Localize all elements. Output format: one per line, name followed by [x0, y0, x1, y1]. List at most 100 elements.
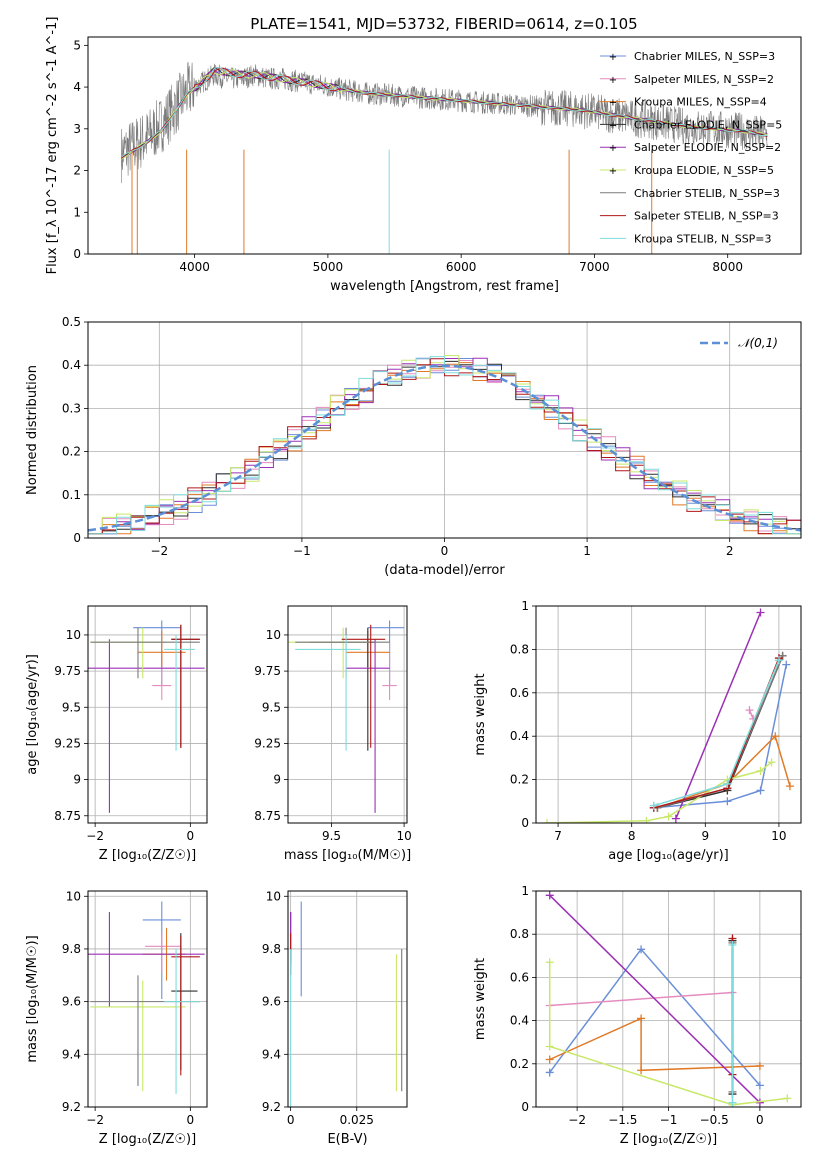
- series-line: [653, 657, 780, 809]
- y-tick-label: 0: [521, 816, 529, 830]
- legend-label: Salpeter ELODIE, N_SSP=2: [634, 141, 781, 154]
- mass_vs_Z-panel: −2 0 9.2 9.4 9.6 9.8 10 Z [log₁₀(Z/Z☉)] mass [lo…: [25, 889, 208, 1147]
- x-axis-label: (data-model)/error: [384, 563, 505, 578]
- x-tick-label: 6000: [446, 260, 477, 274]
- plot-area: [88, 606, 207, 823]
- legend-label: Chabrier MILES, N_SSP=3: [634, 50, 775, 63]
- x-tick-label: 0: [756, 1113, 764, 1127]
- x-tick-label: 1: [583, 544, 591, 558]
- y-axis-label: mass weight: [473, 958, 488, 1040]
- legend-label: Kroupa ELODIE, N_SSP=5: [634, 164, 774, 177]
- series-marker: [755, 1081, 764, 1090]
- axes-frame: [287, 605, 408, 824]
- mass_vs_ebv-panel: 0 0.025 9.2 9.4 9.6 9.8 10 E(B-V): [262, 889, 408, 1147]
- legend-label: Kroupa STELIB, N_SSP=3: [634, 232, 772, 245]
- plot-area: [120, 62, 768, 254]
- legend-marker: +: [609, 52, 617, 63]
- legend-marker: +: [609, 166, 617, 177]
- x-tick-label: −2: [86, 1113, 104, 1127]
- series-marker: [637, 1066, 646, 1075]
- axes-frame: [535, 890, 802, 1108]
- legend-marker: +: [609, 143, 617, 154]
- plot-area: [288, 891, 407, 1107]
- legend-marker: +: [609, 98, 617, 109]
- legend-label: 𝒩(0,1): [738, 336, 778, 350]
- series-line: [549, 948, 761, 1086]
- y-tick-label: 0.8: [510, 927, 529, 941]
- series-line: [549, 1017, 760, 1072]
- y-axis-label: age [log₁₀(age/yr)]: [25, 654, 40, 775]
- legend-label: Salpeter MILES, N_SSP=2: [634, 73, 774, 86]
- normal-curve: [88, 364, 801, 532]
- series-line: [549, 991, 733, 1007]
- y-tick-label: 0.4: [62, 358, 81, 372]
- series-marker: [649, 801, 658, 810]
- y-tick-label: 9.25: [54, 736, 81, 750]
- y-tick-label: 1: [521, 884, 529, 898]
- x-axis-label: mass [log₁₀(M/M☉)]: [284, 848, 411, 863]
- y-tick-label: 0.4: [510, 729, 529, 743]
- spectrum-panel: 4000 5000 6000 7000 8000 0 1 2 3 4 5 wavelength [An…: [45, 17, 802, 294]
- y-tick-label: 0: [73, 531, 81, 545]
- y-tick-label: 1: [521, 599, 529, 613]
- x-tick-label: 9: [701, 829, 709, 843]
- y-tick-label: 9.6: [262, 995, 281, 1009]
- series-marker: [637, 1014, 646, 1023]
- y-tick-label: 9.25: [254, 736, 281, 750]
- mass_weight_vs_Z-panel: −2 −1.5 −1 −0.5 0 0 0.2 0.4 0.6 0.8 1 Z [log₁₀(Z/Z☉…: [473, 884, 802, 1147]
- plot-area: [88, 322, 801, 538]
- y-axis-label: mass weight: [473, 673, 488, 755]
- y-tick-label: 3: [73, 122, 81, 136]
- legend-marker: +: [609, 120, 617, 131]
- y-tick-label: 9.4: [62, 1047, 81, 1061]
- series-marker: [543, 819, 552, 823]
- x-tick-label: 8: [628, 829, 636, 843]
- x-tick-label: −2: [150, 544, 168, 558]
- x-tick-label: 4000: [179, 260, 210, 274]
- series-marker: [671, 814, 680, 823]
- axes-frame: [87, 890, 208, 1108]
- y-tick-label: 9.75: [254, 664, 281, 678]
- x-tick-label: 10: [396, 829, 411, 843]
- y-axis-label: mass [log₁₀(M/M☉)]: [25, 935, 40, 1062]
- x-tick-label: 7000: [579, 260, 610, 274]
- series-line: [657, 734, 791, 809]
- y-tick-label: 9.5: [262, 700, 281, 714]
- y-tick-label: 0.6: [510, 970, 529, 984]
- legend-label: Kroupa MILES, N_SSP=4: [634, 96, 767, 109]
- x-tick-label: −1: [293, 544, 311, 558]
- x-tick-label: 0: [187, 829, 195, 843]
- series-marker: [728, 941, 737, 949]
- y-tick-label: 0.3: [62, 401, 81, 415]
- axes-frame: [287, 890, 408, 1108]
- x-tick-label: 2: [726, 544, 734, 558]
- series-marker: [545, 1068, 554, 1077]
- series-marker: [756, 608, 765, 617]
- series-marker: [642, 816, 651, 823]
- series-line: [549, 894, 761, 1104]
- series-line: [653, 664, 788, 809]
- y-tick-label: 0.2: [510, 773, 529, 787]
- y-tick-label: 10: [266, 889, 281, 903]
- y-tick-label: 9: [273, 773, 281, 787]
- x-axis-label: Z [log₁₀(Z/Z☉)]: [99, 1132, 196, 1147]
- series-line: [653, 660, 780, 807]
- residuals-panel: −2 −1 0 1 2 0 0.1 0.2 0.3 0.4 0.5 (data-model)/erro…: [25, 315, 802, 578]
- y-tick-label: 0.5: [62, 315, 81, 329]
- y-tick-label: 10: [266, 628, 281, 642]
- x-tick-label: 5000: [313, 260, 344, 274]
- y-tick-label: 0: [73, 247, 81, 261]
- y-tick-label: 9.4: [262, 1047, 281, 1061]
- y-tick-label: 9.8: [62, 942, 81, 956]
- series-marker: [545, 958, 554, 967]
- x-axis-label: age [log₁₀(age/yr)]: [608, 848, 729, 863]
- series-marker: [728, 1098, 737, 1107]
- plot-area: [288, 606, 407, 823]
- y-tick-label: 0.8: [510, 642, 529, 656]
- y-tick-label: 0.2: [510, 1057, 529, 1071]
- model-spectrum-line: [120, 67, 768, 159]
- series-marker: [637, 945, 646, 954]
- x-tick-label: 0.025: [340, 1113, 374, 1127]
- y-tick-label: 9.6: [62, 995, 81, 1009]
- axes-frame: [87, 36, 802, 255]
